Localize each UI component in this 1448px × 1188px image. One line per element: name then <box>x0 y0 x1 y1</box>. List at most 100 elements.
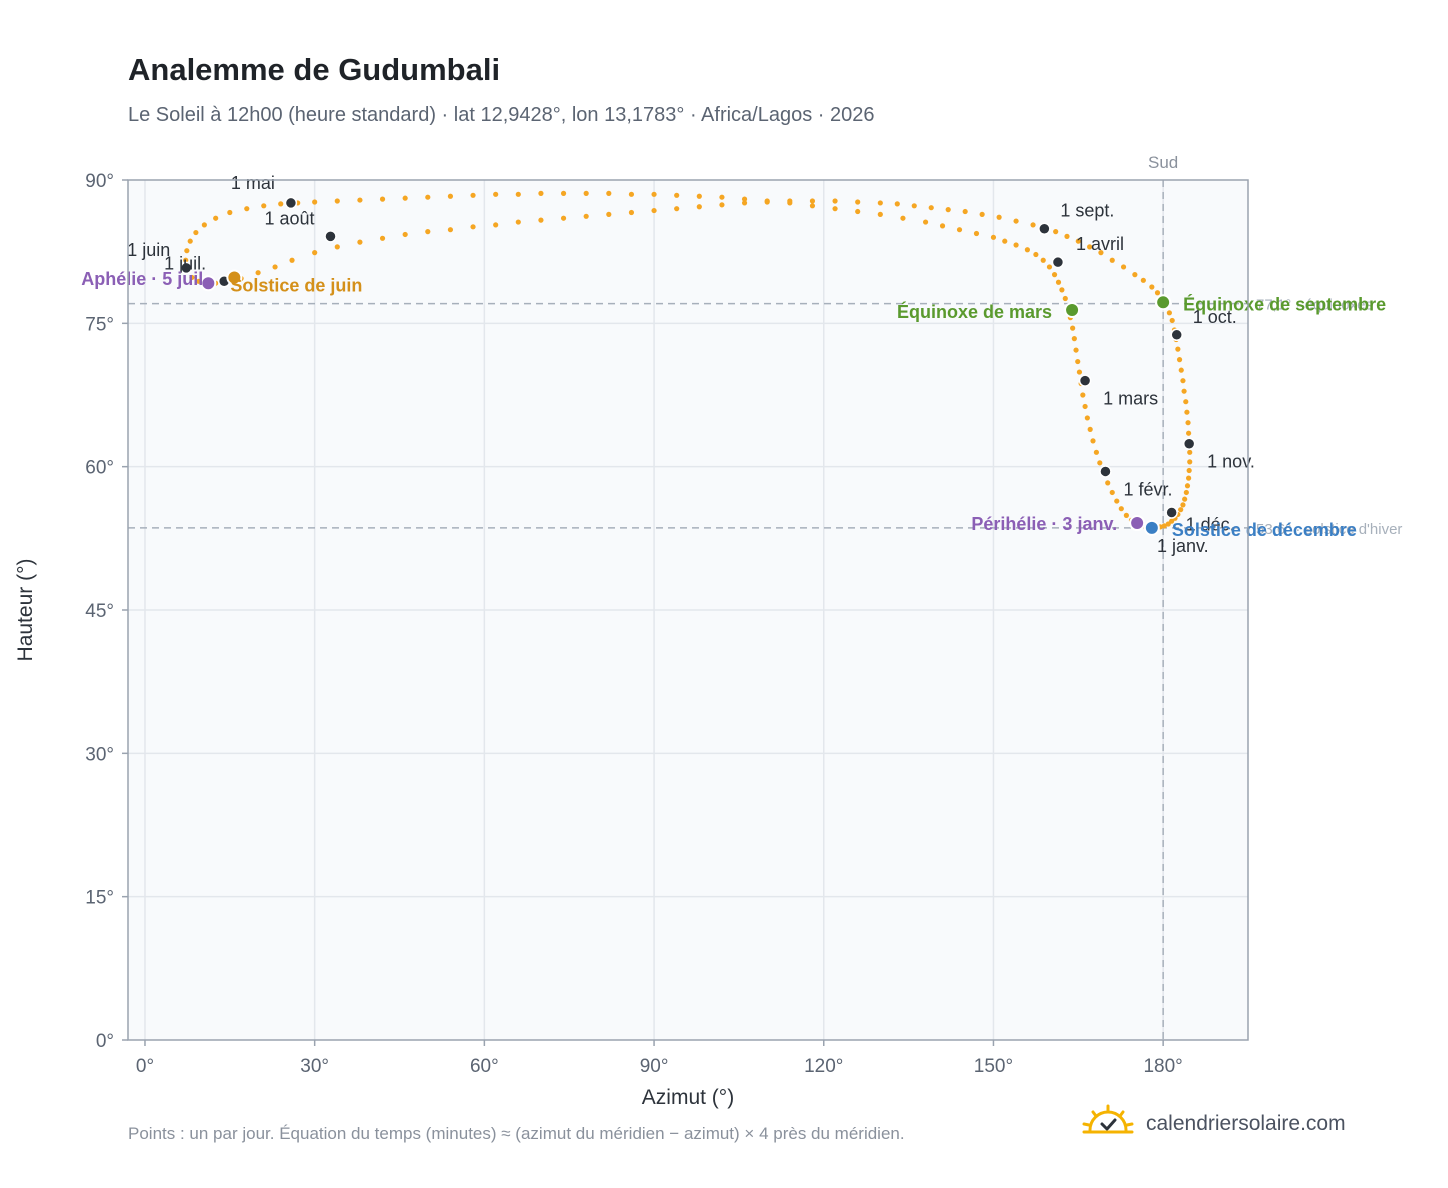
reference-line-label: 53,6° · solstice d'hiver <box>1256 521 1402 538</box>
day-point <box>560 215 567 221</box>
day-point <box>911 203 917 209</box>
day-point <box>583 190 589 196</box>
month-marker <box>1078 374 1092 387</box>
day-point <box>515 191 521 197</box>
day-point <box>855 208 861 215</box>
day-point <box>945 207 951 213</box>
month-label: 1 nov. <box>1207 452 1255 472</box>
y-tick-label: 75° <box>85 314 114 335</box>
month-label: 1 févr. <box>1123 479 1172 499</box>
day-point <box>741 200 748 206</box>
day-point <box>196 278 202 284</box>
day-point <box>560 190 567 196</box>
event-marker <box>226 269 243 286</box>
day-point <box>1002 238 1008 244</box>
day-point <box>1184 409 1190 415</box>
day-point <box>447 227 454 233</box>
month-marker <box>284 196 298 210</box>
event-marker <box>1129 515 1146 532</box>
event-label: Équinoxe de mars <box>897 301 1052 322</box>
day-point <box>1187 449 1193 455</box>
day-point <box>606 190 612 196</box>
sun-check-icon <box>1082 1104 1134 1134</box>
day-point <box>244 206 250 212</box>
day-point <box>900 215 906 221</box>
day-point <box>973 230 980 237</box>
day-point <box>470 224 476 230</box>
month-label: 1 août <box>264 208 314 228</box>
day-point <box>1062 295 1068 302</box>
day-point <box>1187 459 1193 465</box>
y-axis-label: Hauteur (°) <box>14 559 37 662</box>
day-point <box>1064 233 1070 239</box>
day-point <box>1178 507 1184 513</box>
day-point <box>1053 229 1059 235</box>
axes: 0° 15° 30° 45° 60° 75° 90° 0° 30° 60° 90° 120° 150° 1… <box>85 171 1183 1077</box>
day-point <box>719 202 725 208</box>
day-point <box>1161 523 1167 529</box>
day-point <box>1109 489 1115 496</box>
event-label: Solstice de décembre <box>1172 520 1357 540</box>
day-point <box>334 244 340 250</box>
day-point <box>1140 277 1146 283</box>
day-point <box>928 205 934 211</box>
day-point <box>583 213 589 219</box>
day-point <box>628 209 635 216</box>
day-point <box>1180 502 1186 508</box>
day-point <box>979 211 985 217</box>
y-tick-label: 90° <box>85 171 114 192</box>
day-point <box>1181 388 1187 394</box>
y-tick-label: 30° <box>85 744 114 765</box>
day-point <box>764 198 770 204</box>
day-point <box>334 198 340 204</box>
day-point <box>606 211 612 217</box>
day-point <box>1075 358 1081 365</box>
event-label: Équinoxe de septembre <box>1183 293 1386 314</box>
day-point <box>1075 238 1081 244</box>
day-point <box>187 238 193 244</box>
x-tick-label: 150° <box>974 1056 1013 1077</box>
day-point <box>1178 367 1184 373</box>
day-point <box>1183 489 1189 496</box>
day-point <box>1013 242 1019 248</box>
day-point <box>402 195 408 201</box>
day-point <box>227 209 233 216</box>
x-axis-label: Azimut (°) <box>642 1086 734 1109</box>
event-marker <box>1155 294 1172 311</box>
day-point <box>1046 264 1053 270</box>
day-point <box>939 223 946 229</box>
day-point <box>832 206 838 212</box>
day-point <box>447 193 454 199</box>
brand-name[interactable]: calendriersolaire.com <box>1146 1112 1346 1135</box>
day-point <box>1154 290 1161 296</box>
day-point <box>996 214 1002 220</box>
month-marker <box>324 230 337 243</box>
day-point <box>470 192 476 198</box>
day-point <box>1180 378 1186 384</box>
day-point <box>696 193 702 199</box>
day-point <box>741 196 748 202</box>
month-label: 1 avril <box>1076 234 1124 254</box>
day-point <box>956 227 963 233</box>
brand[interactable]: calendriersolaire.com <box>1082 1104 1346 1144</box>
event-label: Aphélie · 5 juil. <box>81 269 208 289</box>
x-tick-label: 60° <box>470 1056 499 1077</box>
day-point <box>1114 498 1120 504</box>
chart-subtitle: Le Soleil à 12h00 (heure standard) · lat… <box>128 104 875 126</box>
chart-title: Analemme de Gudumbali <box>128 52 501 87</box>
y-tick-label: 45° <box>85 601 114 622</box>
day-point <box>1186 467 1192 474</box>
day-point <box>674 206 680 212</box>
y-tick-label: 60° <box>85 458 114 479</box>
day-point <box>1184 483 1191 489</box>
day-point <box>1070 325 1076 331</box>
meridian-label: Sud <box>1148 153 1178 172</box>
day-point <box>538 217 544 223</box>
day-point <box>312 250 318 256</box>
footnote: Points : un par jour. Équation du temps … <box>128 1124 905 1143</box>
event-label: Périhélie · 3 janv. <box>971 514 1117 534</box>
day-point <box>855 199 861 205</box>
month-marker <box>1182 437 1196 450</box>
